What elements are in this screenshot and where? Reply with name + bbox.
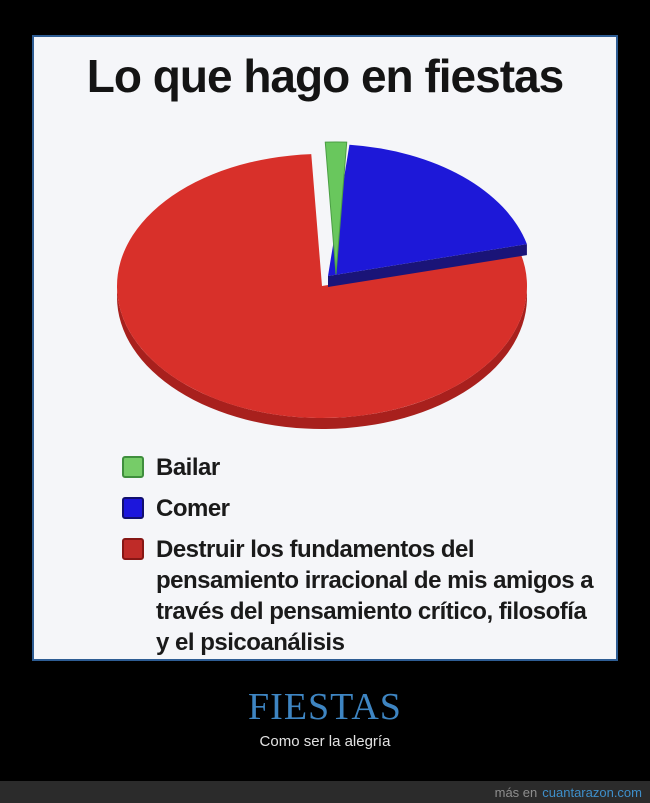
legend-swatch-destruir <box>122 538 144 560</box>
post-subtitle: Como ser la alegría <box>259 733 391 750</box>
pie-slice-comer <box>328 144 527 276</box>
chart-legend: Bailar Comer Destruir los fundamentos de… <box>122 452 616 658</box>
legend-label-comer: Comer <box>156 495 230 522</box>
pie-slice-destruir <box>117 154 527 419</box>
legend-item-destruir: Destruir los fundamentos del pensamiento… <box>122 534 616 658</box>
chart-title: Lo que hago en fiestas <box>86 50 564 102</box>
legend-swatch-comer <box>122 497 144 519</box>
pie-chart <box>117 141 527 429</box>
pie-slice-bailar <box>324 141 348 275</box>
legend-label-destruir: Destruir los fundamentos del pensamiento… <box>156 536 594 656</box>
legend-label-bailar: Bailar <box>156 454 220 481</box>
post-title: FIESTAS <box>248 686 402 728</box>
legend-item-bailar: Bailar <box>122 452 616 483</box>
watermark-prefix: más en <box>494 784 538 800</box>
pie-side-comer <box>328 244 527 287</box>
meme-image: Lo que hago en fiestas Bailar Comer Dest… <box>32 35 618 661</box>
legend-item-comer: Comer <box>122 493 616 524</box>
site-link[interactable]: cuantarazon.com <box>542 784 642 800</box>
watermark-bar: más en cuantarazon.com <box>0 781 650 803</box>
meme-image-content: Lo que hago en fiestas Bailar Comer Dest… <box>34 37 616 659</box>
legend-swatch-bailar <box>122 456 144 478</box>
